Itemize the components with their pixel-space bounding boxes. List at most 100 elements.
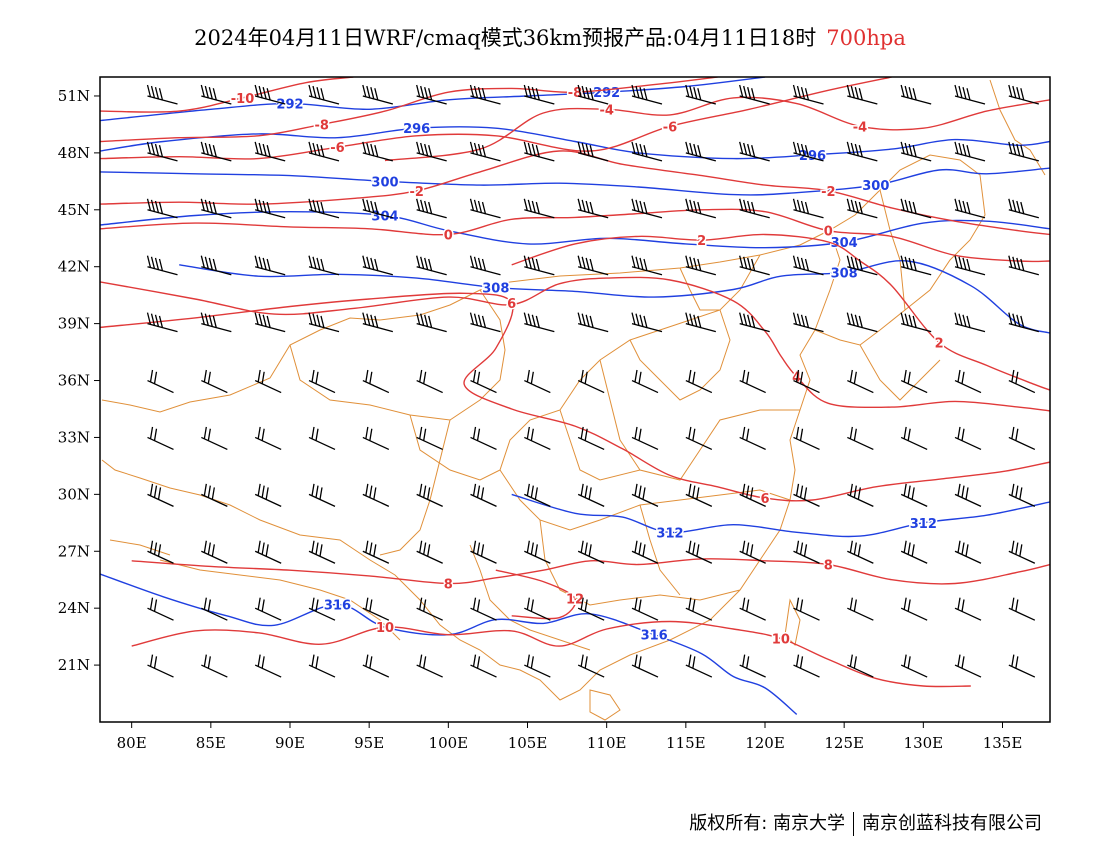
wind-barb xyxy=(254,141,286,162)
y-tick-label: 33N xyxy=(58,428,90,446)
wind-barb xyxy=(416,369,443,394)
x-tick-label: 130E xyxy=(904,734,944,752)
wind-barb xyxy=(308,312,340,333)
wind-barb xyxy=(469,198,501,219)
copyright-text: 版权所有: 南京大学 xyxy=(689,813,845,834)
wind-barb xyxy=(1008,141,1040,162)
wind-barb xyxy=(146,198,178,219)
wind-barb xyxy=(470,540,497,564)
temperature-contour-line xyxy=(511,233,1050,391)
wind-barb xyxy=(146,84,178,105)
wind-barb xyxy=(900,369,928,394)
wind-barb xyxy=(954,540,982,564)
wind-barb xyxy=(201,654,228,678)
y-tick-label: 27N xyxy=(58,542,90,560)
wind-barb xyxy=(470,597,497,621)
wind-barb xyxy=(201,369,228,394)
wind-barb xyxy=(846,198,878,219)
y-tick-label: 45N xyxy=(58,201,90,219)
wind-barb xyxy=(308,597,336,621)
wind-barb xyxy=(739,540,766,564)
height-contour-label: 316 xyxy=(641,629,668,644)
temperature-contour-line xyxy=(131,558,1050,585)
wind-barb xyxy=(146,255,178,276)
wind-barb xyxy=(362,198,394,219)
wind-barb xyxy=(739,426,766,451)
wind-barb xyxy=(1008,369,1036,394)
height-contour-label: 300 xyxy=(862,179,889,194)
wind-barb xyxy=(147,654,174,678)
wind-barb xyxy=(631,255,663,276)
wind-barb xyxy=(900,255,932,276)
wind-barb xyxy=(900,540,928,564)
wind-barb xyxy=(362,483,390,507)
wind-barb xyxy=(954,255,986,276)
wind-barb xyxy=(846,255,878,276)
wind-barb xyxy=(739,84,770,105)
wind-barb xyxy=(631,597,659,621)
wind-barb xyxy=(1008,426,1036,451)
wind-barb xyxy=(954,84,986,105)
wind-barb xyxy=(792,84,824,105)
temperature-contour-line xyxy=(100,292,1050,502)
wind-barb xyxy=(308,654,336,678)
wind-barb xyxy=(846,84,878,105)
wind-barb xyxy=(200,312,232,333)
wind-barb xyxy=(254,84,286,105)
temperature-contour-label: -10 xyxy=(231,92,255,107)
wind-barb xyxy=(308,426,336,451)
wind-barb xyxy=(254,654,282,678)
wind-barb xyxy=(524,597,551,621)
wind-barb xyxy=(416,141,447,162)
wind-barb xyxy=(631,654,659,678)
wind-barb xyxy=(847,654,874,678)
wind-barb xyxy=(1008,597,1036,621)
x-tick-label: 110E xyxy=(587,734,627,752)
wind-barb xyxy=(900,84,932,105)
wind-barb xyxy=(200,84,232,105)
x-tick-label: 120E xyxy=(745,734,785,752)
temperature-contour-line xyxy=(131,620,971,688)
wind-barb xyxy=(900,597,928,621)
wind-barb xyxy=(577,198,609,219)
temperature-contour-label: -6 xyxy=(663,120,677,135)
wind-barb xyxy=(147,597,174,621)
plot-frame xyxy=(99,76,1051,723)
wind-barb xyxy=(793,597,820,621)
wind-barb xyxy=(416,654,443,678)
wind-barb xyxy=(792,198,824,219)
wind-barb xyxy=(685,540,713,564)
wind-barb xyxy=(685,369,713,394)
wind-barb xyxy=(308,369,336,394)
wind-barb xyxy=(1008,255,1040,276)
wind-barb xyxy=(308,255,340,276)
wind-barb xyxy=(523,84,555,105)
wind-barb xyxy=(470,369,497,394)
y-tick-label: 48N xyxy=(58,144,90,162)
x-tick-label: 125E xyxy=(824,734,864,752)
temperature-contour-label: 0 xyxy=(444,228,453,243)
height-contour-line xyxy=(100,167,1050,196)
wind-barb xyxy=(954,141,986,162)
wind-barb xyxy=(362,540,390,564)
wind-barb xyxy=(631,540,659,564)
wind-barb xyxy=(416,255,447,276)
wind-barb xyxy=(469,141,501,162)
wind-barb xyxy=(577,426,605,451)
wind-barb xyxy=(362,654,390,678)
x-tick-label: 95E xyxy=(354,734,384,752)
wind-barb xyxy=(362,426,390,451)
height-contour-line xyxy=(100,126,1050,160)
wind-barb xyxy=(739,597,766,621)
wind-barb xyxy=(847,597,874,621)
temperature-contour-label: 8 xyxy=(824,559,833,574)
y-tick-label: 42N xyxy=(58,258,90,276)
wind-barb xyxy=(954,426,982,451)
wind-barb xyxy=(523,198,555,219)
wind-barb xyxy=(416,483,443,507)
wind-barb xyxy=(147,483,174,507)
wind-barb xyxy=(793,654,820,678)
x-tick-label: 135E xyxy=(983,734,1023,752)
wind-barb xyxy=(362,312,394,333)
